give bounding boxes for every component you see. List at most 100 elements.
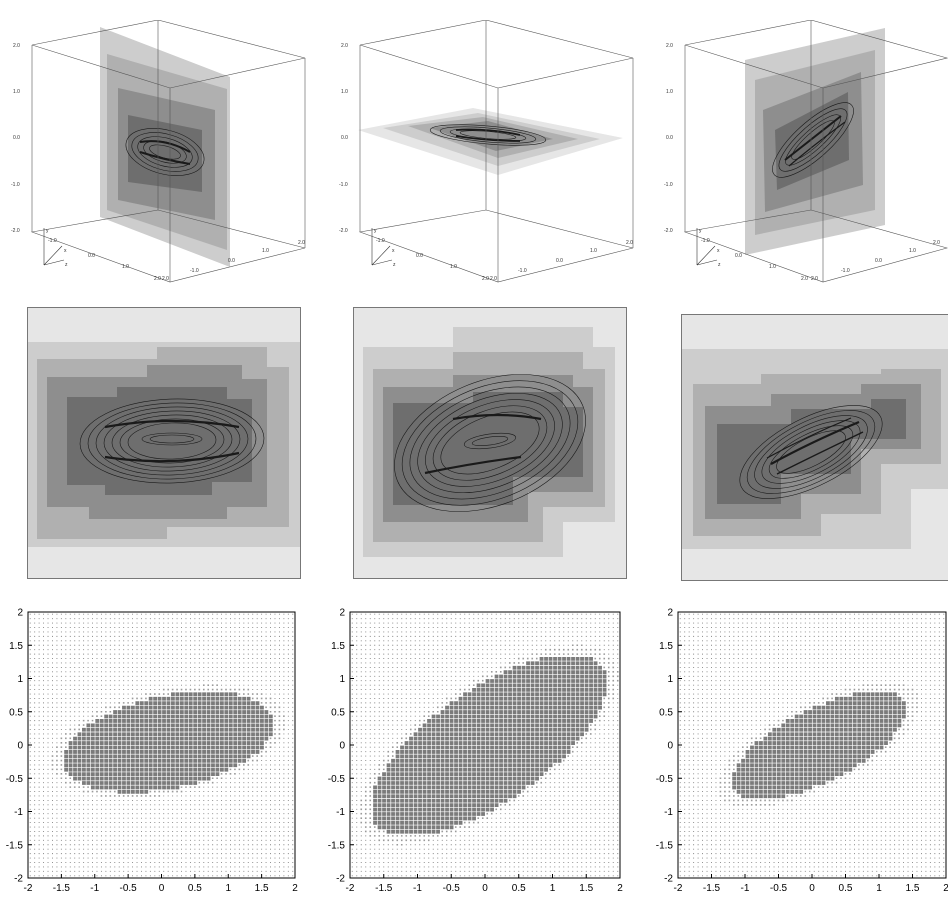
y-tick-label: 1 <box>339 674 345 685</box>
y-tick-label: -1 <box>336 807 345 818</box>
svg-text:2.0: 2.0 <box>13 43 20 49</box>
svg-text:1.0: 1.0 <box>769 264 776 270</box>
svg-text:2.0: 2.0 <box>811 276 818 282</box>
sparse-dots <box>352 614 618 876</box>
svg-text:1.0: 1.0 <box>666 89 673 95</box>
svg-text:0.0: 0.0 <box>875 258 882 264</box>
svg-text:2.0: 2.0 <box>482 276 489 282</box>
x-tick-label: -1 <box>413 883 422 894</box>
y-tick-label: 1.5 <box>659 641 673 652</box>
y-tick-label: -1.5 <box>328 840 346 851</box>
y-tick-label: 2 <box>339 608 345 619</box>
y-tick-label: -0.5 <box>656 774 674 785</box>
y-tick-label: 0 <box>17 741 23 752</box>
svg-text:-2.0: -2.0 <box>664 228 673 234</box>
contour-plot-2 <box>353 307 627 579</box>
background-dots <box>680 614 944 876</box>
x-tick-label: -1.5 <box>53 883 71 894</box>
y-tick-label: 0.5 <box>331 707 345 718</box>
plot-frame <box>28 612 295 878</box>
x-tick-label: -1 <box>90 883 99 894</box>
svg-text:0.0: 0.0 <box>416 253 423 259</box>
y-tick-label: 1 <box>667 674 673 685</box>
svg-text:-1.0: -1.0 <box>841 268 850 274</box>
svg-text:1.0: 1.0 <box>341 89 348 95</box>
axis-z-label: z <box>718 262 721 268</box>
x-tick-label: 0.5 <box>188 883 202 894</box>
x-tick-label: -1.5 <box>703 883 721 894</box>
x-tick-label: 2 <box>617 883 623 894</box>
y-tick-label: 1 <box>17 674 23 685</box>
svg-text:2.0: 2.0 <box>933 240 940 246</box>
axis-z-label: z <box>393 262 396 268</box>
y-tick-label: -1.5 <box>6 840 24 851</box>
svg-text:0.0: 0.0 <box>88 253 95 259</box>
y-tick-label: 2 <box>17 608 23 619</box>
panel-contour-3 <box>681 314 948 582</box>
svg-text:-1.0: -1.0 <box>701 238 710 244</box>
y-tick-label: 0.5 <box>9 707 23 718</box>
svg-text:-1.0: -1.0 <box>664 182 673 188</box>
dense-region <box>64 692 272 793</box>
svg-text:2.0: 2.0 <box>666 43 673 49</box>
y-tick-label: 2 <box>667 608 673 619</box>
y-tick-label: -2 <box>664 874 673 885</box>
svg-text:1.0: 1.0 <box>122 264 129 270</box>
svg-text:-2.0: -2.0 <box>339 228 348 234</box>
y-tick-label: -0.5 <box>328 774 346 785</box>
y-tick-label: -1.5 <box>656 840 674 851</box>
y-tick-label: 1.5 <box>331 641 345 652</box>
x-tick-label: 0.5 <box>512 883 526 894</box>
y-tick-label: -1 <box>664 807 673 818</box>
vertical-ticks: 2.0 1.0 0.0 -1.0 -2.0 <box>339 43 348 234</box>
front-ticks: -1.0 0.0 1.0 2.0 2.0 <box>811 240 940 282</box>
svg-text:2.0: 2.0 <box>154 276 161 282</box>
x-tick-label: -0.5 <box>770 883 788 894</box>
panel-contour-1 <box>27 307 301 579</box>
panel-contour-2 <box>353 307 627 579</box>
panel-3d-3: 2.0 1.0 0.0 -1.0 -2.0 -1.0 0.0 1.0 2.0 -… <box>663 20 948 290</box>
y-tick-label: -2 <box>14 874 23 885</box>
background-dots <box>30 614 293 876</box>
svg-text:0.0: 0.0 <box>735 253 742 259</box>
background-dots <box>352 614 619 876</box>
plot-3d-3: 2.0 1.0 0.0 -1.0 -2.0 -1.0 0.0 1.0 2.0 -… <box>663 20 948 290</box>
plot-3d-2: 2.0 1.0 0.0 -1.0 -2.0 -1.0 0.0 1.0 2.0 -… <box>338 20 638 290</box>
panel-3d-1: 2.0 1.0 0.0 -1.0 -2.0 -1.0 0.0 1.0 2.0 -… <box>10 20 310 290</box>
svg-text:0.0: 0.0 <box>556 258 563 264</box>
x-tick-label: -2 <box>346 883 355 894</box>
panel-3d-2: 2.0 1.0 0.0 -1.0 -2.0 -1.0 0.0 1.0 2.0 -… <box>338 20 638 290</box>
x-tick-label: -1 <box>741 883 750 894</box>
svg-text:0.0: 0.0 <box>13 135 20 141</box>
depth-ticks: -1.0 0.0 1.0 2.0 <box>48 238 161 282</box>
svg-text:0.0: 0.0 <box>228 258 235 264</box>
axis-x-label: x <box>64 248 67 254</box>
svg-text:-1.0: -1.0 <box>48 238 57 244</box>
svg-text:1.0: 1.0 <box>909 248 916 254</box>
plot-frame <box>678 612 946 878</box>
x-tick-label: 1 <box>876 883 882 894</box>
svg-text:2.0: 2.0 <box>626 240 633 246</box>
x-tick-label: 2 <box>943 883 948 894</box>
x-tick-label: -2 <box>674 883 683 894</box>
y-tick-label: 1.5 <box>9 641 23 652</box>
svg-text:-1.0: -1.0 <box>518 268 527 274</box>
svg-text:2.0: 2.0 <box>801 276 808 282</box>
contour-plot-1 <box>27 307 301 579</box>
y-tick-label: 0 <box>667 741 673 752</box>
x-tick-label: 1.5 <box>906 883 920 894</box>
svg-text:2.0: 2.0 <box>162 276 169 282</box>
depth-ticks: -1.0 0.0 1.0 2.0 <box>376 238 489 282</box>
svg-text:1.0: 1.0 <box>262 248 269 254</box>
x-tick-label: 0 <box>809 883 815 894</box>
svg-text:2.0: 2.0 <box>341 43 348 49</box>
vertical-ticks: 2.0 1.0 0.0 -1.0 -2.0 <box>11 43 20 234</box>
svg-text:-1.0: -1.0 <box>190 268 199 274</box>
svg-text:-1.0: -1.0 <box>339 182 348 188</box>
contour-plot-3 <box>681 314 948 582</box>
